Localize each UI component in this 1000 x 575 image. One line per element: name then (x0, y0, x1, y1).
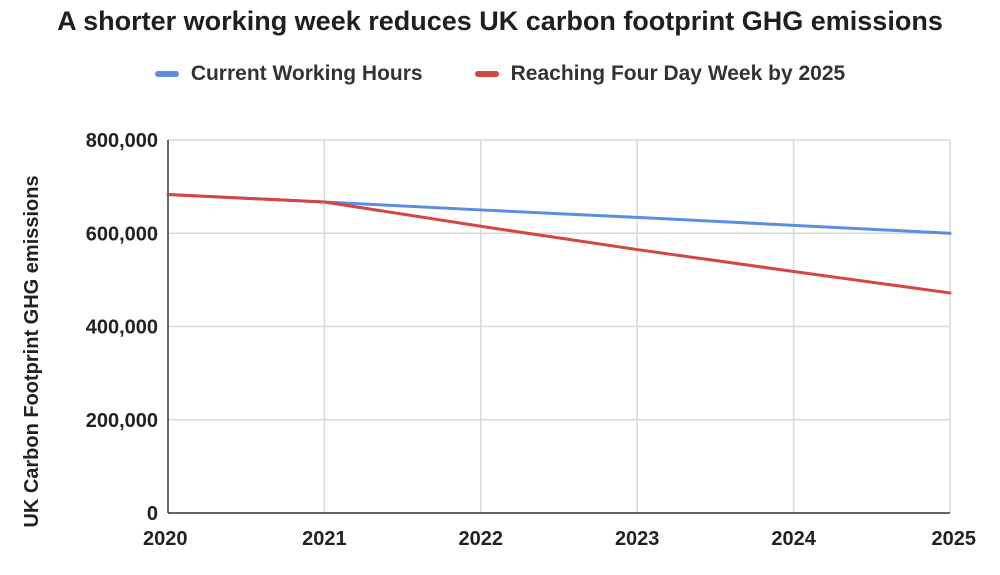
legend-swatch-four-day (474, 71, 499, 77)
legend: Current Working Hours Reaching Four Day … (0, 62, 1000, 86)
y-tick-label: 400,000 (86, 317, 158, 339)
x-tick-label: 2023 (615, 528, 660, 550)
y-tick-label: 200,000 (86, 410, 158, 432)
series-line-1 (166, 193, 952, 295)
x-tick-label: 2024 (771, 528, 816, 550)
y-tick-label: 600,000 (86, 223, 158, 245)
x-tick-label: 2020 (143, 528, 188, 550)
y-axis-label: UK Carbon Footprint GHG emissions (21, 175, 43, 527)
chart-title: A shorter working week reduces UK carbon… (57, 6, 943, 36)
legend-item-current: Current Working Hours (154, 62, 423, 86)
legend-swatch-current (154, 71, 179, 77)
tick-labels: 0 200,000 400,000 600,000 800,000 2020 2021 202… (86, 130, 976, 550)
x-tick-label: 2025 (932, 528, 977, 550)
series-lines (166, 193, 952, 295)
legend-item-four-day: Reaching Four Day Week by 2025 (474, 62, 846, 86)
x-tick-label: 2021 (302, 528, 347, 550)
axes (167, 140, 950, 514)
y-tick-label: 0 (147, 503, 158, 525)
y-tick-label: 800,000 (86, 130, 158, 152)
legend-label-current: Current Working Hours (190, 62, 423, 85)
gridlines (168, 139, 951, 513)
legend-label-four-day: Reaching Four Day Week by 2025 (510, 62, 846, 85)
x-tick-label: 2022 (459, 528, 504, 550)
